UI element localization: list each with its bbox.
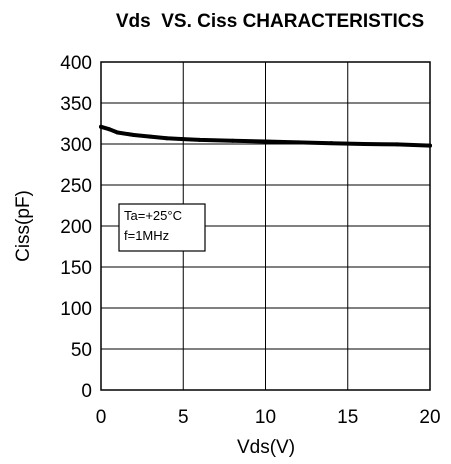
series-point (395, 142, 400, 147)
series-point (230, 138, 235, 143)
annotation-line-1: Ta=+25°C (124, 208, 182, 223)
series-point (263, 139, 268, 144)
series-point (131, 132, 136, 137)
annotation-box: Ta=+25°C f=1MHz (118, 203, 206, 252)
y-tick-label: 400 (60, 53, 92, 74)
x-tick-label: 5 (178, 407, 189, 428)
annotation-frame (118, 203, 206, 252)
series-point (329, 141, 334, 146)
chart-title: Vds VS. Ciss CHARACTERISTICS (116, 11, 424, 32)
series-point (164, 136, 169, 141)
plot-frame (100, 61, 431, 391)
tick-labels: 0 50 100 150 200 250 300 350 400 0 5 10 15 20 (60, 53, 440, 428)
series-point (362, 142, 367, 146)
x-tick-label: 10 (255, 407, 276, 428)
y-tick-label: 150 (60, 258, 92, 279)
series-point (107, 127, 112, 132)
y-tick-label: 50 (71, 340, 92, 361)
series-point (115, 130, 120, 135)
series-point (197, 137, 202, 142)
x-tick-label: 0 (96, 407, 107, 428)
y-tick-label: 250 (60, 176, 92, 197)
y-tick-label: 200 (60, 217, 92, 238)
annotation-line-2: f=1MHz (124, 228, 169, 243)
y-tick-label: 0 (81, 381, 92, 402)
series-point (99, 124, 103, 129)
y-tick-label: 300 (60, 135, 92, 156)
y-axis-label: Ciss(pF) (13, 190, 34, 262)
x-tick-label: 15 (337, 407, 358, 428)
x-tick-label: 20 (419, 407, 440, 428)
series-point (428, 143, 432, 148)
y-tick-label: 100 (60, 299, 92, 320)
series-point (181, 137, 186, 142)
y-tick-label: 350 (60, 94, 92, 115)
series-layer (99, 124, 432, 148)
series-point (296, 140, 301, 145)
x-axis-label: Vds(V) (237, 437, 295, 458)
series-point (148, 134, 153, 139)
